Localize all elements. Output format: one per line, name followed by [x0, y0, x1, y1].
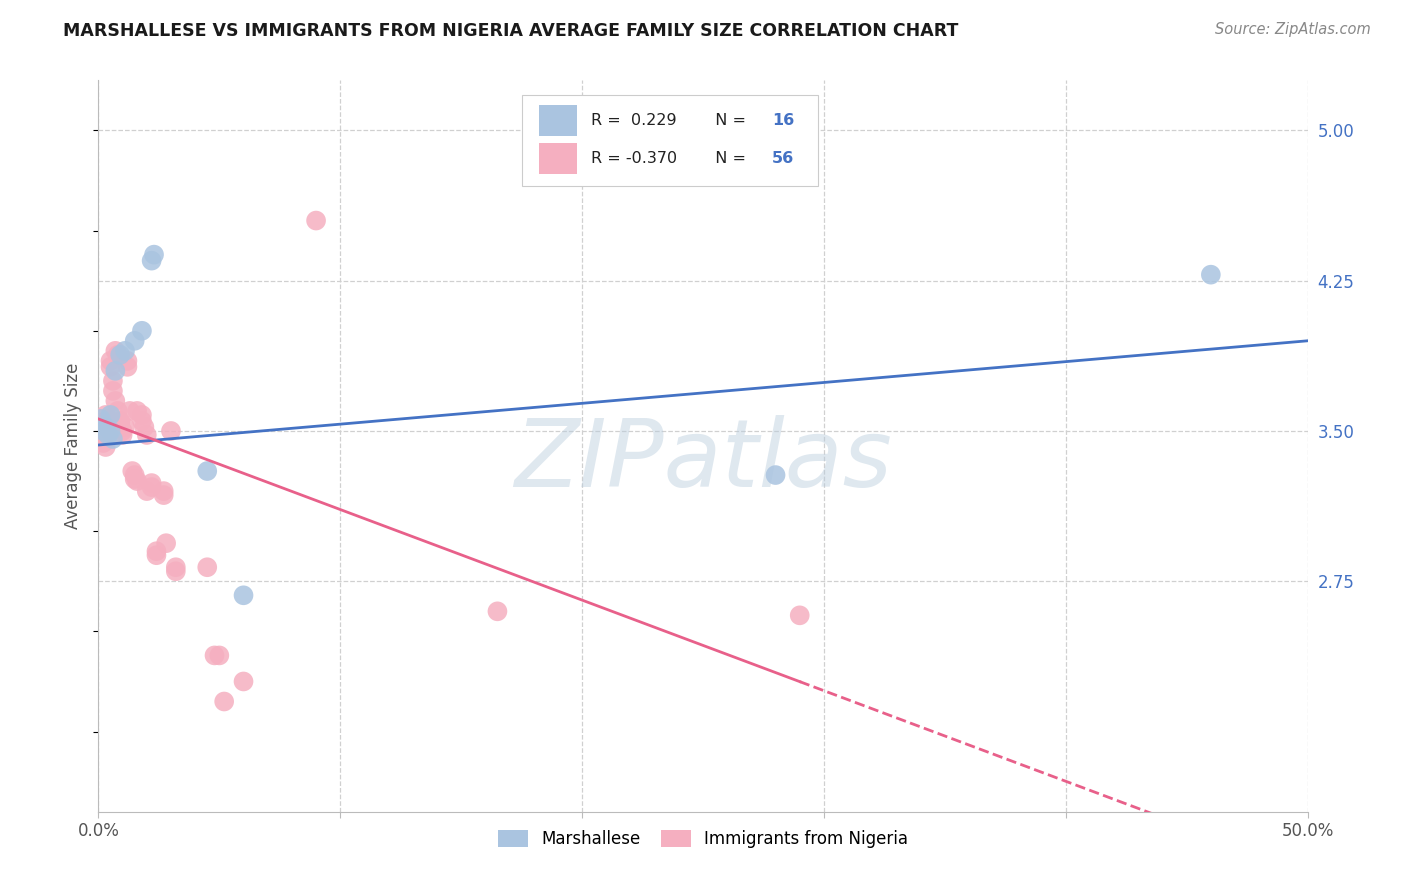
Point: [100, 408, 122, 422]
Point: [100, 424, 122, 438]
Point: [135, 484, 157, 499]
Point: [107, 404, 129, 418]
Point: [100, 359, 122, 374]
Legend: Marshallese, Immigrants from Nigeria: Marshallese, Immigrants from Nigeria: [489, 822, 917, 856]
Point: [118, 404, 141, 418]
Point: [145, 548, 167, 562]
Text: ZIPatlas: ZIPatlas: [515, 415, 891, 506]
Point: [101, 374, 124, 388]
Point: [111, 428, 134, 442]
Point: [108, 416, 131, 430]
Point: [141, 480, 163, 494]
Point: [91, 424, 114, 438]
Text: R = -0.370: R = -0.370: [591, 151, 676, 166]
Point: [121, 464, 143, 478]
Point: [100, 354, 122, 368]
Point: [101, 384, 124, 398]
Point: [124, 468, 146, 483]
Text: MARSHALLESE VS IMMIGRANTS FROM NIGERIA AVERAGE FAMILY SIZE CORRELATION CHART: MARSHALLESE VS IMMIGRANTS FROM NIGERIA A…: [63, 22, 959, 40]
Text: N =: N =: [706, 151, 752, 166]
Point: [104, 343, 127, 358]
Point: [486, 604, 509, 618]
Point: [152, 488, 174, 502]
Point: [127, 404, 149, 418]
Point: [152, 484, 174, 499]
Text: N =: N =: [706, 113, 752, 128]
Point: [135, 428, 157, 442]
Point: [91, 428, 114, 442]
Point: [165, 560, 187, 574]
Point: [160, 424, 183, 438]
Point: [141, 476, 163, 491]
Point: [155, 536, 177, 550]
Point: [1199, 268, 1222, 282]
Point: [131, 324, 153, 338]
Point: [145, 544, 167, 558]
Point: [208, 648, 231, 663]
Point: [204, 648, 226, 663]
Point: [91, 436, 114, 450]
Point: [134, 420, 156, 434]
Point: [141, 253, 163, 268]
Y-axis label: Average Family Size: Average Family Size: [65, 363, 83, 529]
Text: R =  0.229: R = 0.229: [591, 113, 676, 128]
Point: [90, 412, 112, 426]
Point: [111, 424, 134, 438]
Point: [114, 420, 136, 434]
Point: [765, 468, 787, 483]
Point: [232, 588, 254, 602]
Point: [107, 348, 129, 362]
Point: [212, 694, 235, 708]
Point: [97, 420, 120, 434]
FancyBboxPatch shape: [538, 105, 578, 136]
Point: [131, 414, 153, 428]
Point: [104, 364, 127, 378]
Point: [108, 348, 131, 362]
Point: [101, 432, 124, 446]
Point: [104, 393, 127, 408]
Point: [97, 412, 120, 426]
Point: [131, 408, 153, 422]
Text: Source: ZipAtlas.com: Source: ZipAtlas.com: [1215, 22, 1371, 37]
Point: [789, 608, 811, 623]
Point: [117, 354, 139, 368]
FancyBboxPatch shape: [538, 144, 578, 174]
Point: [114, 343, 136, 358]
Point: [90, 424, 112, 438]
Point: [305, 213, 328, 227]
Point: [94, 408, 117, 422]
Point: [90, 416, 112, 430]
Point: [97, 428, 120, 442]
Point: [94, 420, 117, 434]
FancyBboxPatch shape: [522, 95, 818, 186]
Text: 56: 56: [772, 151, 794, 166]
Point: [232, 674, 254, 689]
Point: [108, 414, 131, 428]
Point: [100, 424, 122, 438]
Point: [124, 472, 146, 486]
Point: [195, 464, 218, 478]
Point: [127, 474, 149, 488]
Point: [165, 564, 187, 578]
Point: [195, 560, 218, 574]
Point: [143, 247, 166, 261]
Point: [117, 359, 139, 374]
Point: [124, 334, 146, 348]
Text: 16: 16: [772, 113, 794, 128]
Point: [94, 440, 117, 454]
